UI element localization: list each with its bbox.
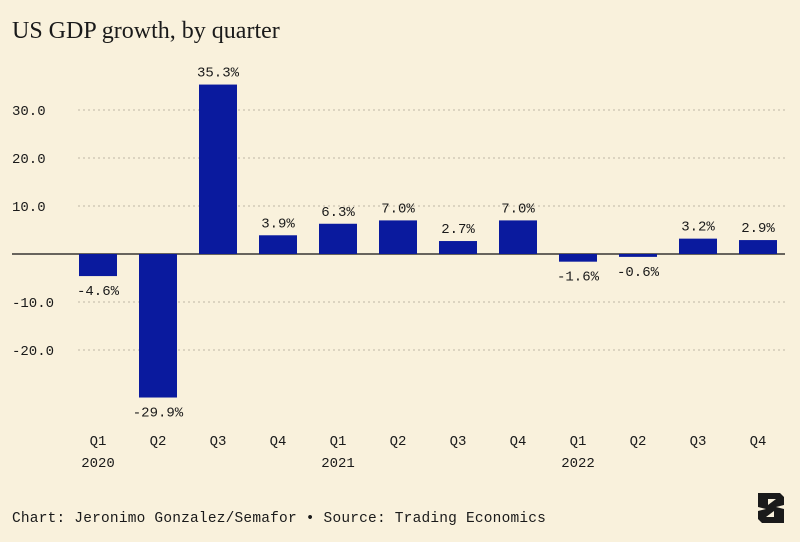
x-tick-label: Q4 [750,434,767,450]
x-tick-label: Q4 [270,434,287,450]
chart-footer-credit: Chart: Jeronimo Gonzalez/Semafor • Sourc… [12,511,547,527]
x-tick-label: Q3 [450,434,467,450]
bar-value-label: -29.9% [133,406,184,422]
bar [79,254,117,277]
bar-value-label: 7.0% [501,201,535,217]
x-tick-label: Q3 [690,434,707,450]
bar-value-label: 2.7% [441,222,475,238]
x-tick-label: Q2 [630,434,647,450]
y-tick-label: -10.0 [12,296,54,312]
bar [259,235,297,254]
x-tick-label: Q4 [510,434,527,450]
y-tick-label: 10.0 [12,200,46,216]
x-tick-label: Q1 [330,434,347,450]
y-tick-label: 20.0 [12,152,46,168]
bar-value-label: 2.9% [741,221,775,237]
bar [619,254,657,257]
bar-value-label: 3.2% [681,220,715,236]
x-tick-label: Q2 [390,434,407,450]
bar [379,220,417,254]
x-year-label: 2021 [321,456,355,472]
x-tick-label: Q1 [90,434,107,450]
x-tick-label: Q1 [570,434,587,450]
chart-title: US GDP growth, by quarter [12,18,280,44]
x-tick-label: Q3 [210,434,227,450]
bar [199,84,237,254]
bar-value-label: 6.3% [321,205,355,221]
semafor-logo-icon [758,493,784,523]
x-year-label: 2020 [81,456,115,472]
x-tick-label: Q2 [150,434,167,450]
bar-value-label: -4.6% [77,284,120,300]
bar-value-label: -1.6% [557,270,600,286]
bar-value-label: 7.0% [381,201,415,217]
bar [739,240,777,254]
bar [559,254,597,262]
bar-value-label: 35.3% [197,66,240,82]
bar-value-label: -0.6% [617,265,660,281]
bar-value-label: 3.9% [261,216,295,232]
bar [679,238,717,254]
y-tick-label: 30.0 [12,104,46,120]
bar [139,254,177,398]
x-year-label: 2022 [561,456,595,472]
bar [499,220,537,254]
bar [439,241,477,254]
bar [319,223,357,254]
y-tick-label: -20.0 [12,344,54,360]
